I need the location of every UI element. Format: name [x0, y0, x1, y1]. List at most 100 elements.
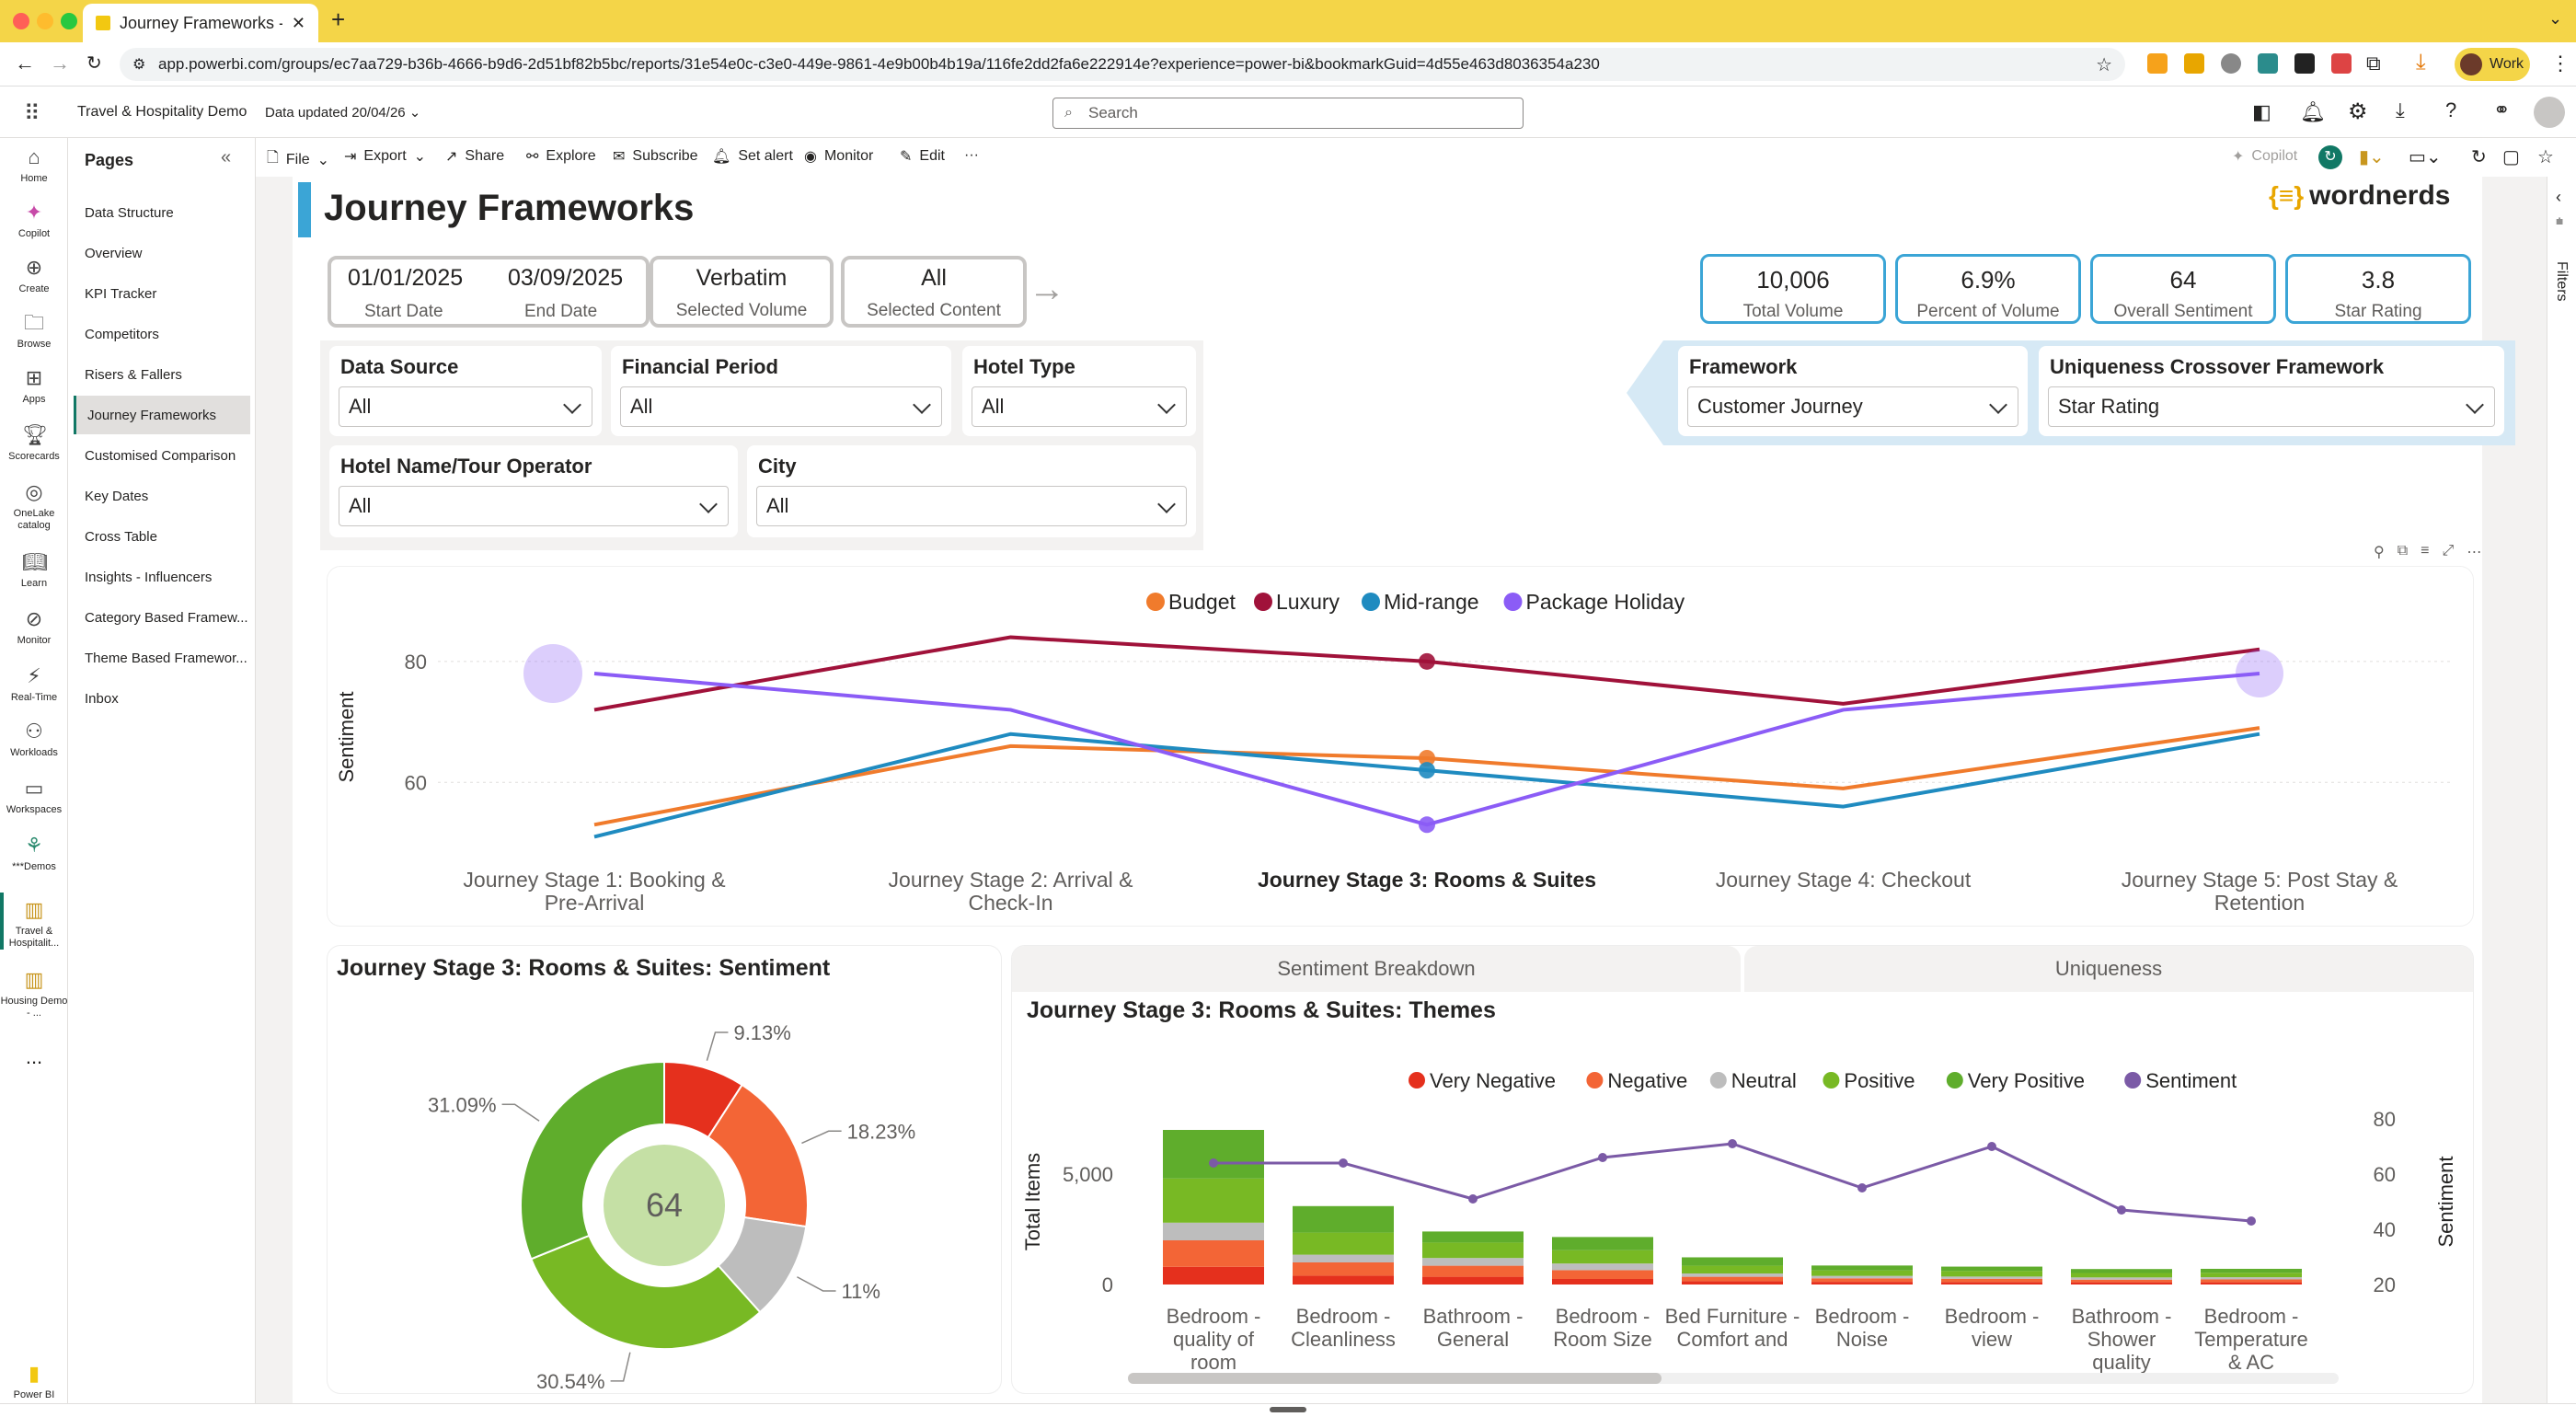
expand-filters-icon[interactable]: ‹	[2556, 188, 2561, 206]
page-data-structure[interactable]: Data Structure	[85, 204, 174, 221]
more-options-icon[interactable]: ⋯	[2467, 545, 2482, 560]
filter-icon[interactable]: ≡	[2421, 543, 2430, 559]
close-window-button[interactable]	[13, 13, 29, 29]
forward-icon[interactable]: →	[50, 52, 70, 75]
extension-icon[interactable]	[2294, 53, 2315, 74]
extension-icon[interactable]	[2184, 53, 2204, 74]
reload-icon[interactable]: ↻	[86, 53, 102, 74]
themes-combo-chart[interactable]: Very Negative Negative Neutral Positive Very…	[1012, 1034, 2473, 1393]
rail-learn[interactable]: 📖︎ Learn	[20, 550, 48, 589]
sentiment-donut-chart[interactable]: 9.13% 18.23% 11% 30.54% 31.09% 64	[328, 988, 1001, 1393]
tab-sentiment-breakdown[interactable]: Sentiment Breakdown	[1012, 946, 1741, 992]
notifications-icon[interactable]: 🔔︎	[2300, 100, 2326, 123]
focus-mode-icon[interactable]: ⤢	[2442, 543, 2455, 559]
rail-powerbi[interactable]: ▮ Power BI	[13, 1362, 55, 1400]
extension-icon[interactable]	[2221, 53, 2241, 74]
pin-icon[interactable]: ⚲	[2374, 545, 2385, 560]
data-updated-label[interactable]: Data updated 20/04/26 ⌄	[265, 105, 421, 121]
download-icon[interactable]: ⤓	[2396, 98, 2405, 121]
puzzle-icon[interactable]: ⧉	[2366, 52, 2381, 75]
extension-icon[interactable]	[2331, 53, 2352, 74]
framework-dropdown[interactable]: Customer Journey	[1687, 386, 2018, 427]
data-source-dropdown[interactable]: All	[339, 386, 592, 427]
monitor-button[interactable]: ◉ Monitor	[804, 148, 874, 165]
set-alert-button[interactable]: 🔔︎ Set alert	[712, 148, 793, 165]
page-category-based-framework[interactable]: Category Based Framew...	[85, 609, 248, 626]
rail-workloads[interactable]: ⚇ Workloads	[10, 720, 58, 758]
rail-apps[interactable]: ⊞ Apps	[22, 366, 46, 405]
workspace-name[interactable]: Travel & Hospitality Demo	[77, 104, 247, 120]
explore-button[interactable]: ⚯ Explore	[526, 148, 596, 165]
slicer-uniqueness-crossover[interactable]: Uniqueness Crossover Framework Star Rati…	[2039, 346, 2504, 436]
tab-uniqueness[interactable]: Uniqueness	[1744, 946, 2473, 992]
slicer-data-source[interactable]: Data Source All	[329, 346, 602, 436]
rail-copilot[interactable]: ✦ Copilot	[17, 201, 51, 239]
scrollbar-thumb[interactable]	[1128, 1373, 1662, 1384]
site-info-icon[interactable]: ⚙	[132, 57, 146, 73]
journey-line-chart[interactable]: Budget Luxury Mid-range Package Holiday 60 80…	[328, 567, 2473, 926]
hotel-type-dropdown[interactable]: All	[972, 386, 1187, 427]
search-input[interactable]: ⌕ Search	[1052, 98, 1524, 129]
selected-content-card[interactable]: All Selected Content	[841, 256, 1027, 328]
rail-demos[interactable]: ⚘ ***Demos	[12, 834, 56, 872]
app-launcher-icon[interactable]: ⠿	[24, 101, 40, 126]
extension-icon[interactable]	[2147, 53, 2168, 74]
edit-button[interactable]: ✎ Edit	[900, 148, 945, 165]
share-button[interactable]: ↗ Share	[445, 148, 505, 165]
page-inbox[interactable]: Inbox	[85, 690, 119, 707]
view-icon[interactable]: ◧	[2252, 100, 2271, 123]
file-menu[interactable]: 🗋 File ⌄	[267, 147, 329, 172]
browser-tab[interactable]: Journey Frameworks - Travel ✕	[83, 4, 318, 42]
bookmark-star-icon[interactable]: ☆	[2096, 54, 2112, 75]
refresh-icon[interactable]: ↻	[2318, 145, 2342, 169]
maximize-window-button[interactable]	[61, 13, 77, 29]
page-overview[interactable]: Overview	[85, 245, 143, 261]
back-icon[interactable]: ←	[15, 52, 35, 75]
page-kpi-tracker[interactable]: KPI Tracker	[85, 285, 157, 302]
rail-real-time[interactable]: ⚡︎ Real-Time	[10, 664, 58, 703]
page-customised-comparison[interactable]: Customised Comparison	[85, 447, 236, 464]
slicer-hotel-type[interactable]: Hotel Type All	[962, 346, 1196, 436]
rail-travel-report[interactable]: ▥ Travel & Hospitalit...	[8, 898, 60, 949]
rail-monitor[interactable]: ⊘ Monitor	[17, 607, 52, 646]
share-icon[interactable]: ⚭	[2493, 98, 2511, 121]
slicer-hotel-name[interactable]: Hotel Name/Tour Operator All	[329, 445, 738, 537]
account-avatar[interactable]	[2534, 97, 2565, 128]
slicer-financial-period[interactable]: Financial Period All	[611, 346, 951, 436]
horizontal-scrollbar[interactable]	[1128, 1373, 2339, 1384]
help-icon[interactable]: ?	[2445, 98, 2457, 121]
page-cross-table[interactable]: Cross Table	[85, 528, 157, 545]
page-journey-frameworks[interactable]: Journey Frameworks	[74, 396, 250, 434]
url-field[interactable]: ⚙ app.powerbi.com/groups/ec7aa729-b36b-4…	[120, 48, 2125, 81]
minimize-window-button[interactable]	[37, 13, 53, 29]
slicer-city[interactable]: City All	[747, 445, 1196, 537]
resize-handle[interactable]	[1270, 1407, 1306, 1412]
more-icon[interactable]: ...	[25, 1045, 43, 1068]
collapse-pages-icon[interactable]: «	[221, 147, 232, 167]
rail-create[interactable]: ⊕ Create	[18, 256, 50, 294]
rail-onelake[interactable]: ◎ OneLake catalog	[13, 480, 55, 531]
page-competitors[interactable]: Competitors	[85, 326, 159, 342]
rail-workspaces[interactable]: ▭ Workspaces	[6, 777, 63, 815]
comment-icon[interactable]: ▢	[2502, 147, 2520, 167]
subscribe-button[interactable]: ✉ Subscribe	[613, 148, 698, 165]
copilot-button[interactable]: ✦ Copilot	[2232, 148, 2298, 165]
browser-menu-icon[interactable]: ⋮	[2550, 52, 2570, 75]
profile-button[interactable]: Work	[2455, 48, 2530, 81]
rail-home[interactable]: ⌂ Home	[20, 145, 48, 184]
reset-icon[interactable]: ↻	[2471, 147, 2487, 167]
close-tab-icon[interactable]: ✕	[291, 13, 305, 32]
page-insights-influencers[interactable]: Insights - Influencers	[85, 569, 213, 585]
page-key-dates[interactable]: Key Dates	[85, 488, 149, 504]
more-options-button[interactable]: ···	[964, 147, 979, 163]
selected-volume-card[interactable]: Verbatim Selected Volume	[650, 256, 834, 328]
hotel-name-dropdown[interactable]: All	[339, 486, 729, 526]
extension-icon[interactable]	[2258, 53, 2278, 74]
financial-period-dropdown[interactable]: All	[620, 386, 942, 427]
export-menu[interactable]: ⇥ Export ⌄	[344, 148, 427, 165]
filters-pane[interactable]: ‹ ⩧ Filters	[2547, 177, 2576, 1403]
view-options-icon[interactable]: ▭⌄	[2409, 147, 2442, 167]
bookmark-icon[interactable]: ▮⌄	[2359, 147, 2385, 167]
date-range-card[interactable]: 01/01/2025 03/09/2025 Start Date End Dat…	[328, 256, 650, 328]
rail-housing-report[interactable]: ▥ Housing Demo - ...	[0, 968, 68, 1019]
